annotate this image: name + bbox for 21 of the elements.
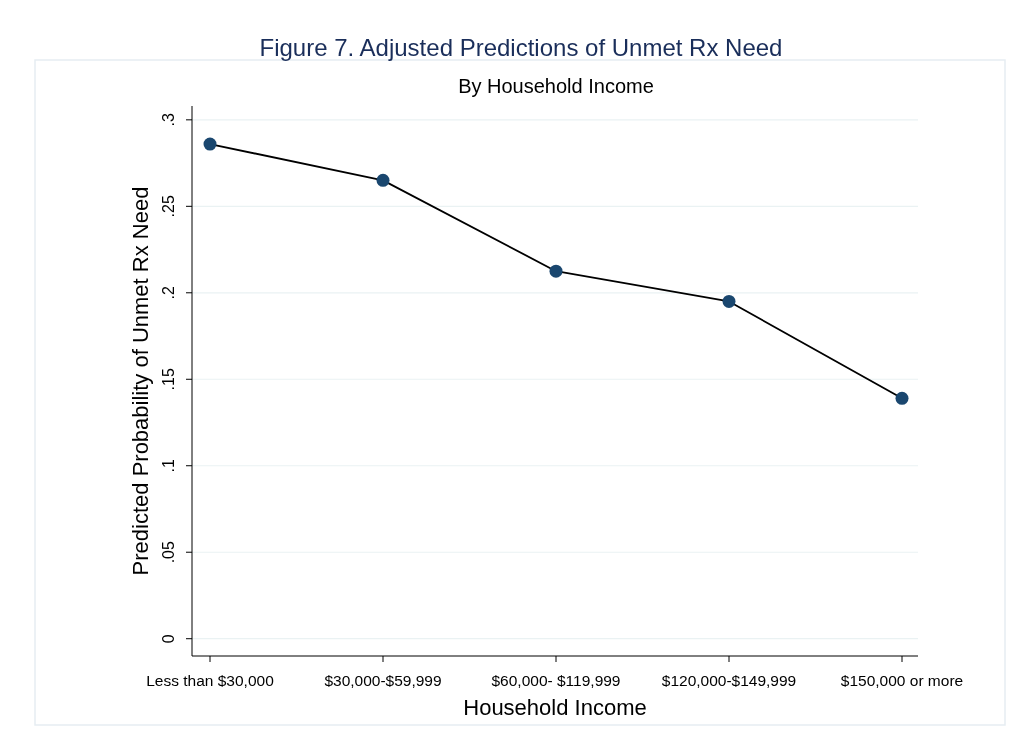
point <box>376 173 390 187</box>
chart-subtitle: By Household Income <box>458 75 654 97</box>
y-tick-label: .2 <box>160 286 177 300</box>
x-tick-label: $60,000- $119,999 <box>491 672 621 689</box>
y-tick-label: .3 <box>160 113 177 127</box>
y-tick-label: .25 <box>160 195 177 218</box>
x-tick-label: $30,000-$59,999 <box>324 672 442 689</box>
x-tick-label: $150,000 or more <box>840 672 964 689</box>
point <box>895 391 909 405</box>
y-axis-title: Predicted Probability of Unmet Rx Need <box>128 186 153 576</box>
y-tick-label: 0 <box>160 634 177 644</box>
x-tick-label: Less than $30,000 <box>146 672 275 689</box>
point <box>203 137 217 151</box>
point <box>549 264 563 278</box>
point <box>722 294 736 308</box>
y-tick-label: .1 <box>160 458 177 473</box>
chart-title: Figure 7. Adjusted Predictions of Unmet Rx Need <box>259 34 783 61</box>
x-axis-title: Household Income <box>463 695 647 720</box>
y-tick-label: .05 <box>160 541 177 564</box>
y-tick-label: .15 <box>160 368 177 391</box>
x-tick-label: $120,000-$149,999 <box>661 672 797 689</box>
